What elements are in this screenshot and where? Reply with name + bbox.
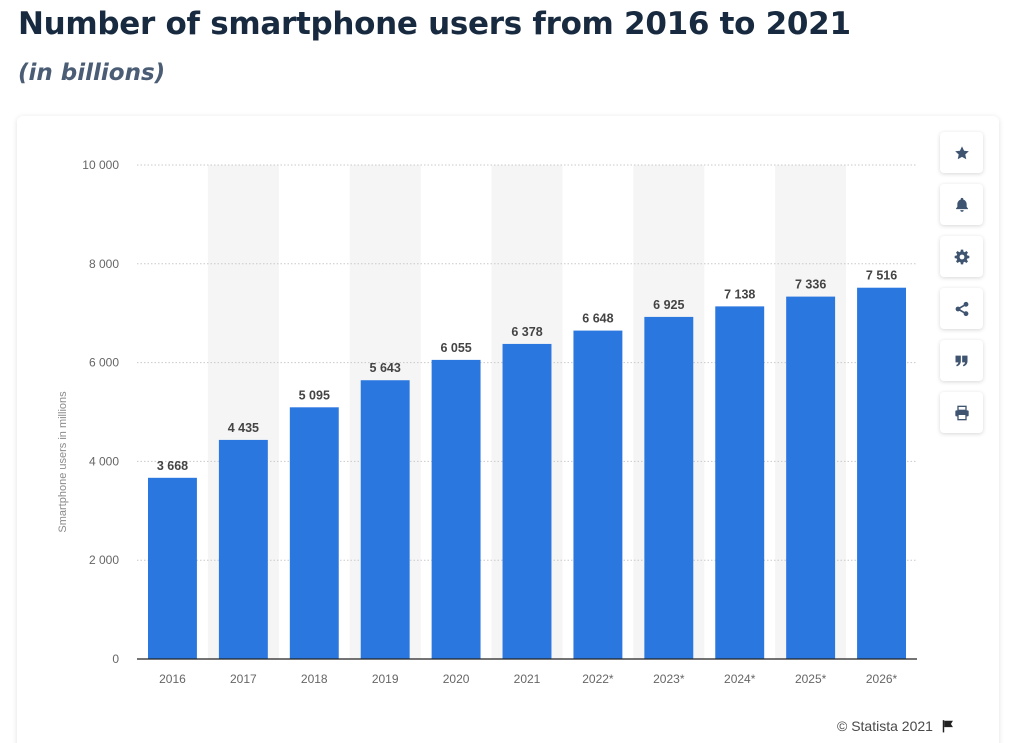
x-tick-label: 2017	[230, 672, 257, 686]
share-button[interactable]	[940, 288, 983, 329]
bar	[218, 439, 268, 659]
share-icon	[955, 301, 968, 316]
y-tick-label: 0	[112, 652, 119, 666]
bars	[147, 287, 907, 659]
bar	[360, 380, 410, 659]
quote-icon	[955, 355, 968, 366]
chart-card: 0 2 000 4 000 6 000 8 000 10 000 3 668 4 435 5 …	[17, 116, 999, 743]
bar-value-label: 7 336	[795, 278, 826, 292]
flag-icon	[942, 720, 953, 733]
bar-value-label: 6 925	[653, 298, 684, 312]
settings-button[interactable]	[940, 236, 983, 277]
bell-icon	[955, 197, 968, 212]
bar-value-label: 6 055	[440, 341, 471, 355]
bar	[289, 407, 339, 659]
bar-value-label: 3 668	[157, 459, 188, 473]
bar	[857, 287, 907, 659]
notification-button[interactable]	[940, 184, 983, 225]
bar	[644, 316, 694, 659]
bar-value-label: 7 516	[866, 269, 897, 283]
y-tick-label: 8 000	[89, 257, 119, 271]
bar	[715, 306, 765, 659]
x-tick-label: 2025*	[795, 672, 827, 686]
bar	[786, 296, 836, 659]
x-tick-label: 2016	[159, 672, 186, 686]
x-tick-label: 2023*	[653, 672, 685, 686]
y-tick-label: 4 000	[89, 454, 119, 468]
x-axis-ticks: 2016 2017 2018 2019 2020 2021 2022* 2023* 2024* 2…	[159, 672, 897, 686]
credit-text: © Statista 2021	[837, 718, 933, 734]
toolbar	[940, 132, 983, 444]
printer-icon	[954, 405, 969, 420]
bar-value-label: 5 095	[299, 388, 330, 402]
x-tick-label: 2021	[514, 672, 541, 686]
copyright-credit[interactable]: © Statista 2021	[837, 718, 955, 734]
x-tick-label: 2019	[372, 672, 399, 686]
bar-value-label: 6 648	[582, 312, 613, 326]
x-tick-label: 2022*	[582, 672, 614, 686]
page-title: Number of smartphone users from 2016 to …	[18, 6, 851, 42]
y-tick-label: 6 000	[89, 356, 119, 370]
y-axis-title: Smartphone users in millions	[57, 391, 69, 533]
x-tick-label: 2024*	[724, 672, 756, 686]
value-labels: 3 668 4 435 5 095 5 643 6 055 6 378 6 648 6 925…	[157, 269, 897, 473]
print-button[interactable]	[940, 392, 983, 433]
favorite-button[interactable]	[940, 132, 983, 173]
bar	[431, 359, 481, 659]
cite-button[interactable]	[940, 340, 983, 381]
x-tick-label: 2026*	[866, 672, 898, 686]
bar	[502, 343, 552, 659]
y-tick-label: 10 000	[82, 158, 119, 172]
gear-icon	[954, 249, 969, 264]
y-axis-ticks: 0 2 000 4 000 6 000 8 000 10 000	[82, 158, 119, 666]
bar	[147, 477, 197, 659]
bar-value-label: 6 378	[511, 325, 542, 339]
y-tick-label: 2 000	[89, 553, 119, 567]
bar	[573, 330, 623, 659]
bar-chart: 0 2 000 4 000 6 000 8 000 10 000 3 668 4 435 5 …	[57, 158, 917, 686]
bar-value-label: 5 643	[370, 361, 401, 375]
star-icon	[954, 145, 969, 159]
x-tick-label: 2018	[301, 672, 328, 686]
x-tick-label: 2020	[443, 672, 470, 686]
bar-value-label: 7 138	[724, 287, 755, 301]
bar-value-label: 4 435	[228, 421, 259, 435]
page-subtitle: (in billions)	[18, 60, 166, 86]
